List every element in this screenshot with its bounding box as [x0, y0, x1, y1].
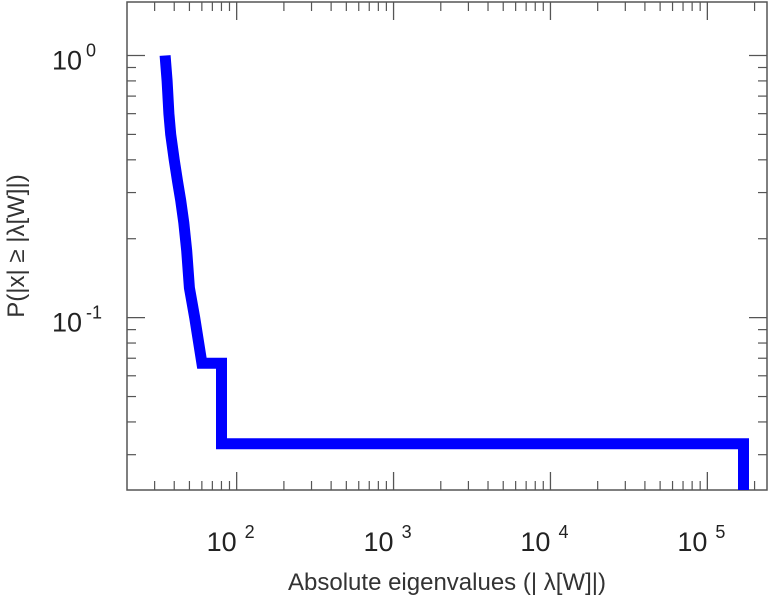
x-tick-label: 10 5 [677, 522, 725, 557]
x-minor-ticks [154, 2, 756, 490]
series-line [159, 55, 749, 490]
y-major-ticks [127, 54, 767, 319]
y-minor-ticks [127, 66, 767, 456]
plot-frame [126, 1, 768, 491]
y-axis-title: P(|x| ≥ |λ[W]|) [3, 174, 30, 317]
x-major-ticks [236, 2, 708, 490]
series-layer [159, 55, 749, 490]
y-tick-label: 10 0 [52, 41, 96, 76]
x-axis-title: Absolute eigenvalues (| λ[W]|) [288, 569, 606, 596]
x-tick-label: 10 3 [364, 522, 412, 557]
x-tick-label: 10 2 [207, 522, 255, 557]
y-tick-label: 10 -1 [52, 303, 102, 338]
x-tick-labels: 10 2 10 3 10 4 10 5 [207, 522, 726, 557]
x-tick-label: 10 4 [520, 522, 568, 557]
